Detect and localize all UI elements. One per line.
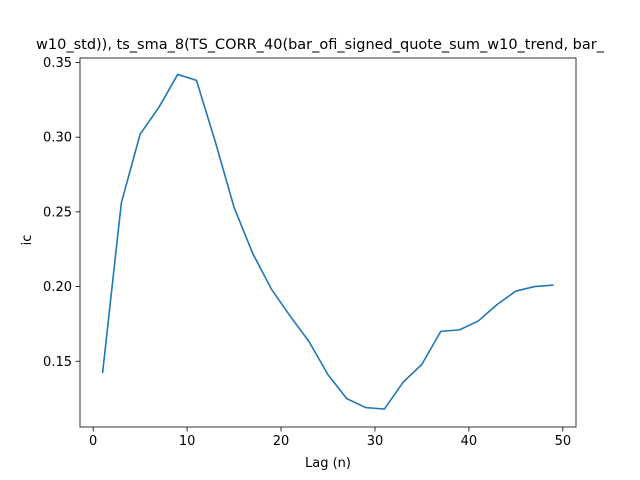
- x-tick-label: 20: [273, 434, 290, 449]
- x-tick-label: 40: [461, 434, 478, 449]
- chart-title: w10_std)), ts_sma_8(TS_CORR_40(bar_ofi_s…: [36, 37, 605, 53]
- x-axis-label: Lag (n): [305, 456, 351, 471]
- y-tick-label: 0.35: [43, 56, 72, 71]
- y-axis: 0.15 0.20 0.25 0.30 0.35: [43, 56, 80, 370]
- series-line: [101, 73, 554, 410]
- y-tick-label: 0.25: [43, 205, 72, 220]
- axes-frame: [79, 57, 577, 428]
- x-axis: 0 10 20 30 40 50: [89, 427, 571, 449]
- y-tick-label: 0.20: [43, 280, 72, 295]
- x-tick-label: 10: [179, 434, 196, 449]
- plot-area: [101, 73, 554, 410]
- x-tick-label: 50: [555, 434, 572, 449]
- y-tick-label: 0.30: [43, 131, 72, 146]
- x-tick-label: 30: [367, 434, 384, 449]
- x-tick-label: 0: [89, 434, 97, 449]
- y-tick-label: 0.15: [43, 355, 72, 370]
- y-axis-label: ic: [20, 235, 35, 246]
